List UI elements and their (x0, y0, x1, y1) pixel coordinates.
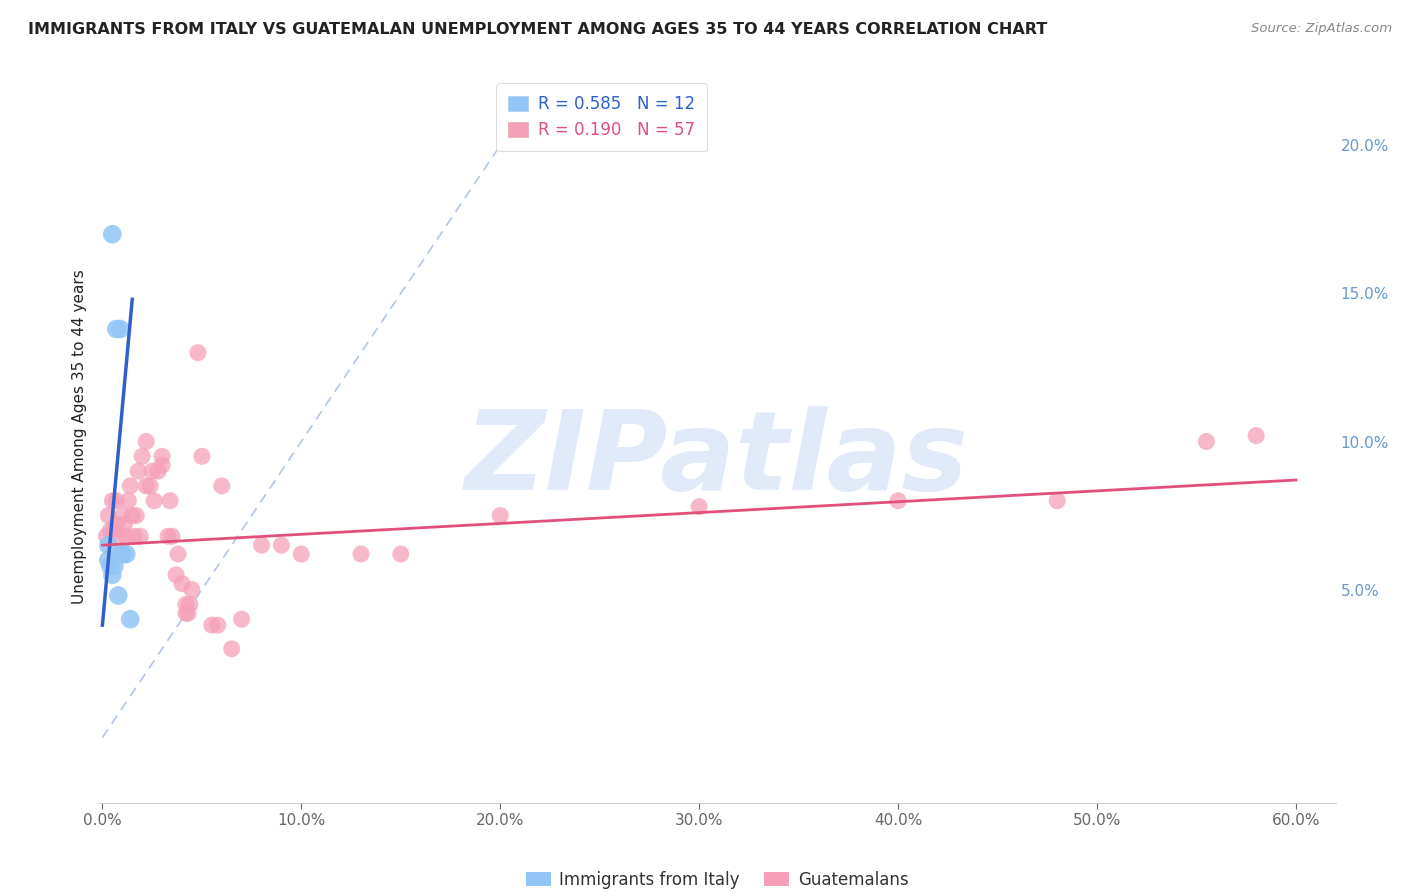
Point (231, 612, 253, 626)
Point (146, 464, 169, 478)
Point (167, 547, 190, 561)
Point (174, 598, 197, 612)
Point (191, 450, 214, 464)
Point (98, 558, 121, 573)
Point (150, 450, 173, 464)
Point (103, 558, 125, 573)
Point (101, 493, 124, 508)
Point (1046, 493, 1069, 508)
Point (125, 508, 148, 523)
Point (159, 493, 181, 508)
Point (105, 493, 128, 508)
Point (887, 493, 910, 508)
Point (139, 479, 162, 493)
Point (1244, 428, 1267, 442)
Point (131, 450, 153, 464)
Point (1195, 434, 1218, 449)
Point (389, 547, 412, 561)
Point (120, 612, 142, 626)
Point (101, 227, 124, 242)
Point (150, 458, 173, 473)
Legend: Immigrants from Italy, Guatemalans: Immigrants from Italy, Guatemalans (517, 863, 917, 892)
Point (97, 538, 120, 552)
Point (129, 529, 152, 543)
Point (135, 434, 157, 449)
Point (101, 567, 124, 582)
Point (160, 529, 183, 543)
Point (110, 322, 132, 336)
Point (350, 547, 373, 561)
Point (107, 589, 129, 603)
Point (98, 524, 121, 538)
Point (187, 345, 209, 359)
Point (180, 582, 202, 597)
Point (105, 322, 128, 336)
Point (120, 479, 142, 493)
Point (174, 607, 197, 621)
Point (141, 464, 163, 478)
Point (110, 547, 132, 561)
Point (111, 508, 134, 523)
Point (201, 618, 224, 632)
Y-axis label: Unemployment Among Ages 35 to 44 years: Unemployment Among Ages 35 to 44 years (72, 269, 87, 605)
Point (115, 529, 138, 543)
Point (270, 538, 292, 552)
Point (135, 479, 157, 493)
Point (115, 547, 138, 561)
Text: Source: ZipAtlas.com: Source: ZipAtlas.com (1251, 22, 1392, 36)
Point (143, 493, 166, 508)
Text: IMMIGRANTS FROM ITALY VS GUATEMALAN UNEMPLOYMENT AMONG AGES 35 TO 44 YEARS CORRE: IMMIGRANTS FROM ITALY VS GUATEMALAN UNEM… (28, 22, 1047, 37)
Point (117, 493, 139, 508)
Point (211, 479, 233, 493)
Point (112, 517, 135, 532)
Point (105, 517, 128, 532)
Point (250, 538, 273, 552)
Point (165, 567, 187, 582)
Point (97, 553, 120, 567)
Point (489, 508, 512, 523)
Point (688, 500, 710, 514)
Point (97, 508, 120, 523)
Point (111, 547, 134, 561)
Point (170, 576, 193, 591)
Point (96, 529, 118, 543)
Point (127, 464, 149, 478)
Point (121, 508, 143, 523)
Point (122, 529, 145, 543)
Text: ZIPatlas: ZIPatlas (465, 406, 969, 513)
Point (157, 529, 180, 543)
Point (107, 529, 129, 543)
Point (103, 524, 125, 538)
Point (221, 641, 243, 656)
Point (177, 607, 200, 621)
Point (207, 618, 229, 632)
Point (179, 598, 201, 612)
Point (290, 547, 312, 561)
